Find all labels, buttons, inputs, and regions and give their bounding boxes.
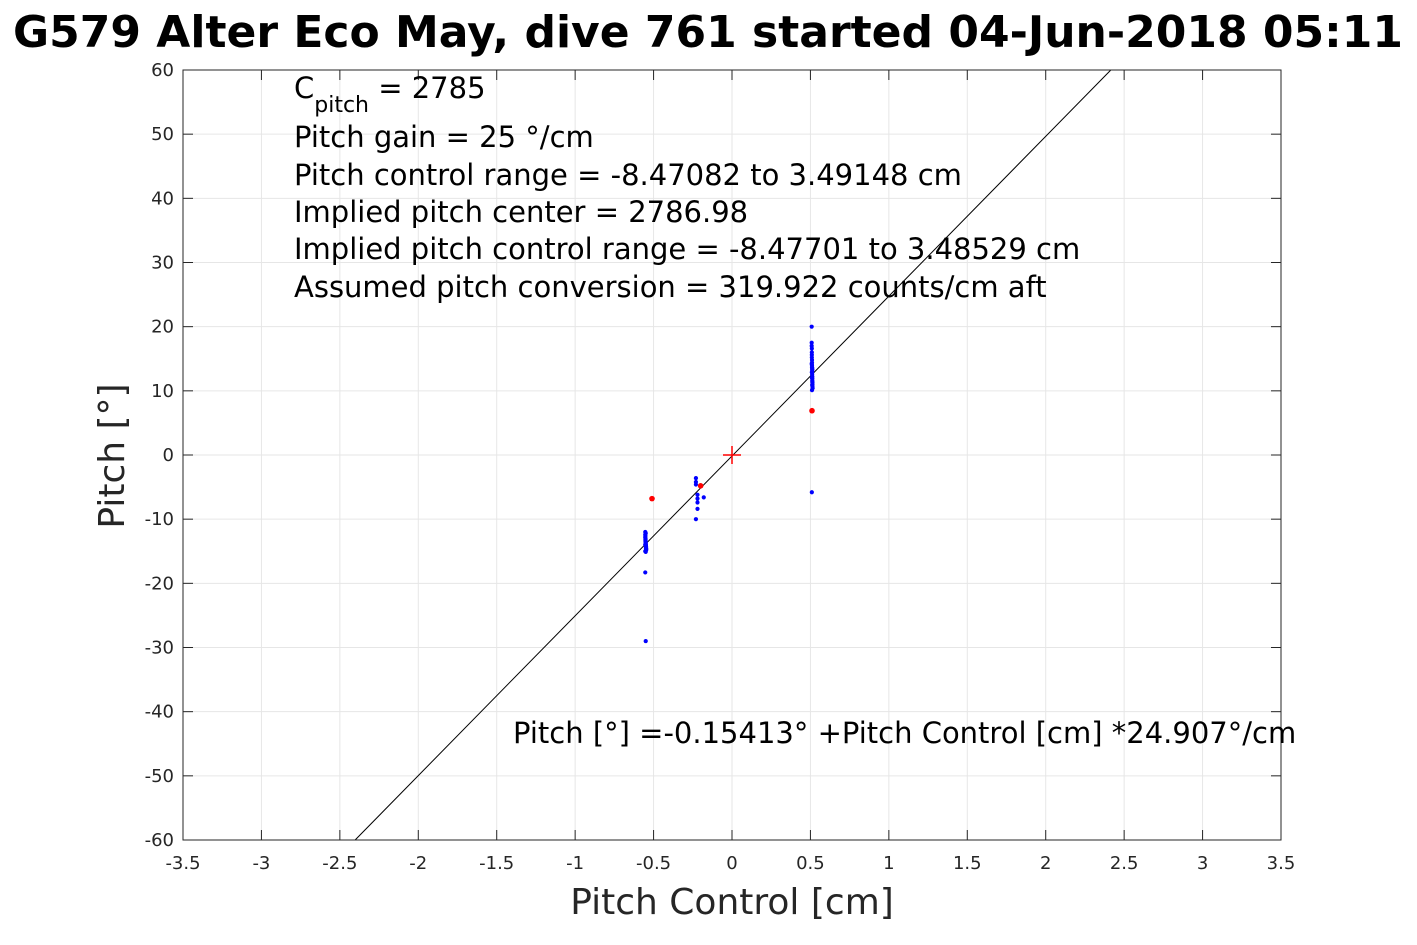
data-points [643, 324, 815, 644]
annotation-c-pitch: Cpitch = 2785 [294, 71, 486, 118]
data-point [809, 346, 814, 351]
y-tick-label: -10 [145, 509, 174, 530]
y-tick-label: -20 [145, 573, 174, 594]
data-point [643, 542, 648, 547]
y-tick-label: 0 [163, 445, 174, 466]
x-tick-label: -1 [566, 853, 584, 874]
outlier-point [697, 483, 704, 489]
data-point [810, 382, 815, 388]
x-tick-label: -2 [409, 853, 427, 874]
data-point [809, 375, 815, 381]
data-point [695, 500, 700, 505]
center-marker-layer [723, 446, 741, 464]
y-tick-label: 50 [151, 124, 174, 145]
x-tick-label: 2 [1040, 853, 1051, 874]
fit-equation-label: Pitch [°] =-0.15413° +Pitch Control [cm]… [513, 716, 1296, 750]
x-tick-label: -2.5 [322, 853, 357, 874]
data-point [810, 379, 815, 384]
center-plus-marker [723, 446, 741, 464]
data-point [643, 531, 648, 536]
x-tick-label: 3.5 [1267, 853, 1296, 874]
data-point [695, 496, 700, 501]
y-tick-label: 30 [151, 253, 174, 274]
annotation-pitch-conversion: Assumed pitch conversion = 319.922 count… [294, 270, 1047, 304]
data-point [693, 476, 699, 481]
data-point [643, 536, 648, 542]
annotation-pitch-control-range: Pitch control range = -8.47082 to 3.4914… [294, 158, 962, 192]
x-tick-label: -1.5 [479, 853, 514, 874]
x-tick-label: -3 [252, 853, 270, 874]
data-point [643, 570, 648, 575]
y-tick-labels: 60 50 40 30 20 10 0 -10 -20 -30 -40 -50 -60 [145, 60, 174, 851]
annotation-c-pitch-symbol: C [294, 71, 314, 105]
annotation-c-pitch-value: = 2785 [369, 71, 486, 105]
x-tick-label: -3.5 [165, 853, 200, 874]
data-point [693, 482, 699, 487]
annotation-implied-pitch-center: Implied pitch center = 2786.98 [294, 195, 748, 229]
data-point [643, 547, 649, 552]
y-tick-label: 60 [151, 60, 174, 81]
outlier-point [809, 407, 815, 414]
x-tick-label: 2.5 [1110, 853, 1139, 874]
y-tick-label: -60 [145, 830, 174, 851]
annotation-c-pitch-subscript: pitch [314, 93, 369, 118]
y-tick-label: 10 [151, 381, 174, 402]
data-point [809, 324, 814, 329]
x-tick-label: 0.5 [796, 853, 825, 874]
y-tick-label: 20 [151, 317, 174, 338]
data-point [693, 517, 699, 522]
data-point [695, 492, 700, 497]
data-point [701, 495, 706, 500]
data-point [809, 352, 814, 357]
x-tick-label: 1 [883, 853, 894, 874]
x-tick-label: -0.5 [636, 853, 671, 874]
data-point [809, 340, 814, 345]
data-point [809, 388, 815, 393]
y-tick-label: 40 [151, 188, 174, 209]
y-tick-label: -30 [145, 638, 174, 659]
annotation-pitch-gain: Pitch gain = 25 °/cm [294, 120, 594, 154]
data-point [810, 367, 815, 372]
annotation-block: Cpitch = 2785 Pitch gain = 25 °/cm Pitch… [294, 71, 1080, 304]
x-tick-label: 0 [726, 853, 737, 874]
data-point [695, 506, 700, 511]
axis-ticks [182, 69, 1282, 841]
x-tick-label: 1.5 [953, 853, 982, 874]
chart-title: G579 Alter Eco May, dive 761 started 04-… [13, 7, 1403, 58]
x-tick-labels: -3.5 -3 -2.5 -2 -1.5 -1 -0.5 0 0.5 1 1.5 2 2.5 3 3.5 [165, 853, 1295, 874]
x-axis-title: Pitch Control [cm] [570, 882, 894, 923]
data-point [643, 638, 648, 644]
y-axis-title: Pitch [°] [92, 383, 133, 528]
y-tick-label: -40 [145, 702, 174, 723]
y-tick-label: -50 [145, 766, 174, 787]
outlier-point [649, 495, 655, 502]
data-point [809, 361, 814, 366]
data-point [809, 490, 814, 495]
x-tick-label: 3 [1197, 853, 1208, 874]
grid-lines [182, 69, 1282, 841]
annotation-implied-control-range: Implied pitch control range = -8.47701 t… [294, 232, 1080, 266]
